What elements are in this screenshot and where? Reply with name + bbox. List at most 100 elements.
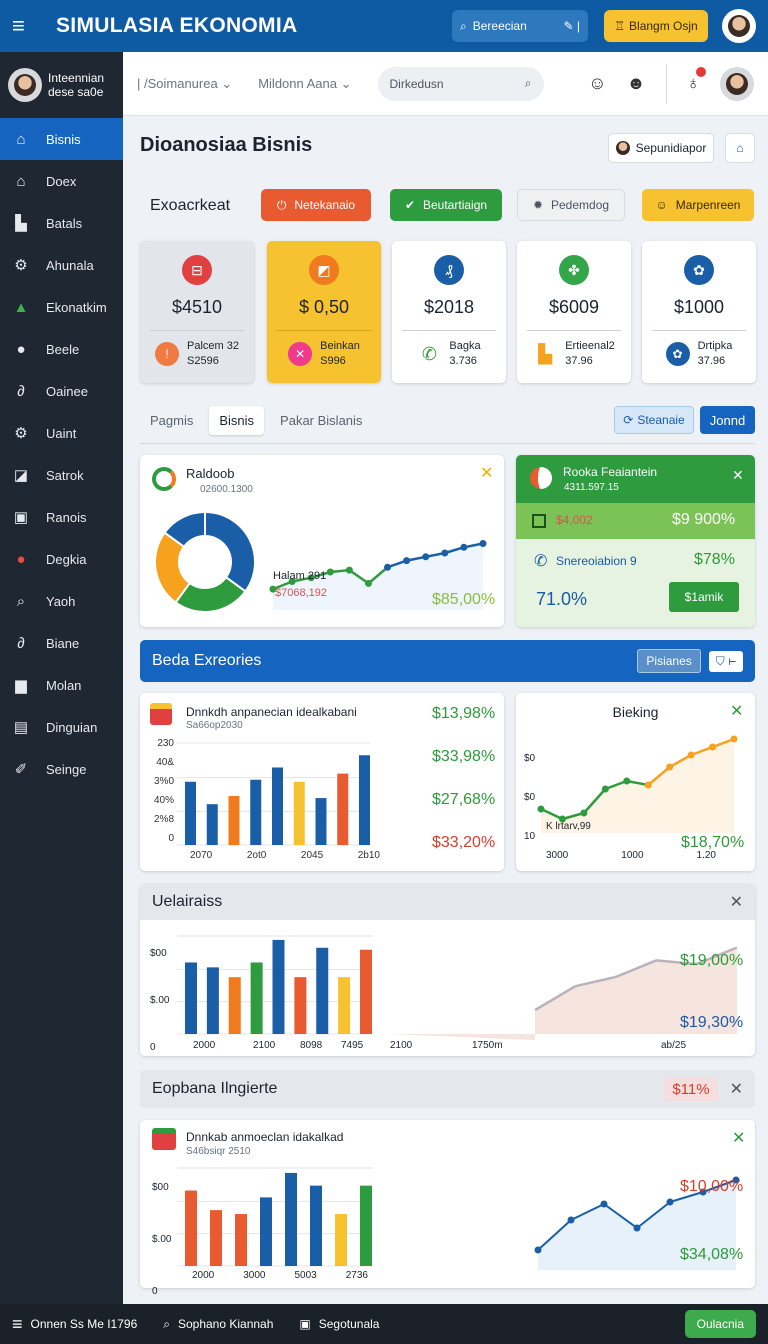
tab-secondary-button[interactable]: Jonnd — [700, 406, 755, 434]
section-bar: Eopbana Ilngierte $11% ✕ — [140, 1070, 755, 1108]
sidebar-item-degkia[interactable]: ● Degkia — [0, 538, 123, 580]
chart-sublabel: $7068,192 — [275, 587, 327, 599]
close-icon[interactable]: ✕ — [730, 703, 744, 720]
sidebar-item-molan[interactable]: ▆ Molan — [0, 664, 123, 706]
header-avatar[interactable] — [722, 9, 756, 43]
sidebar-item-ekonatkim[interactable]: ▲ Ekonatkim — [0, 286, 123, 328]
stat-card[interactable]: ₰ $2018 ✆ Bagka 3.736 — [392, 241, 506, 383]
action-button-1[interactable]: ⏻ Netekanaio — [261, 189, 371, 221]
checkbox[interactable] — [532, 514, 546, 528]
bar — [235, 1214, 247, 1266]
data-point — [580, 809, 588, 817]
breadcrumb[interactable]: | /Soimanurea ⌄ — [137, 75, 233, 91]
close-icon[interactable]: ✕ — [480, 465, 494, 482]
bottom-segment[interactable]: ▣ Segotunala — [299, 1317, 379, 1331]
stat-card[interactable]: ⊟ $4510 ! Palcem 32 S2596 — [140, 241, 254, 383]
search-icon: ⌕ — [163, 1316, 170, 1331]
x-tick: 2070 — [190, 850, 213, 861]
sidebar-item-yaoh[interactable]: ⌕ Yaoh — [0, 580, 123, 622]
close-icon[interactable]: ✕ — [732, 1130, 746, 1147]
sidebar-user[interactable]: Inteennian dese sa0e — [0, 52, 123, 118]
tab-primary-button[interactable]: ⟳ Steanaie — [614, 406, 694, 434]
data-point — [633, 1224, 641, 1232]
x-tick: 3000 — [243, 1270, 266, 1281]
sidebar-item-doex[interactable]: ⌂ Doex — [0, 160, 123, 202]
stat-card[interactable]: ✿ $1000 ✿ Drtipka 37.96 — [642, 241, 756, 383]
data-point — [326, 568, 334, 576]
search-input[interactable]: Dirkedusn ⌕ — [377, 66, 544, 101]
menu-icon[interactable]: ≡ — [12, 13, 25, 38]
line-segment — [367, 566, 389, 585]
header-search[interactable]: ⌕ Bereecian ✎ | — [452, 10, 588, 42]
stat-card[interactable]: ◩ $ 0,50 ✕ Beinkan S996 — [267, 241, 381, 383]
sidebar-item-oainee[interactable]: ∂ Oainee — [0, 370, 123, 412]
tab-pagmis[interactable]: Pagmis — [150, 413, 194, 428]
sidebar-item-ahunala[interactable]: ⚙ Ahunala — [0, 244, 123, 286]
chart-icon: ◪ — [13, 467, 29, 484]
green-panel-button[interactable]: $1amik — [669, 582, 739, 612]
action-label: Beutartiaign — [423, 198, 488, 212]
sidebar-item-beele[interactable]: ● Beele — [0, 328, 123, 370]
bottom-search[interactable]: ⌕ Sophano Kiannah — [163, 1317, 273, 1332]
sidebar-item-batals[interactable]: ▙ Batals — [0, 202, 123, 244]
person-icon — [14, 74, 36, 96]
action-button-2[interactable]: ✔ Beutartiaign — [390, 189, 502, 221]
sidebar-item-ranois[interactable]: ▣ Ranois — [0, 496, 123, 538]
y-tick: 0 — [150, 1042, 156, 1053]
shield-icon[interactable]: ⛉ ⊢ — [708, 650, 743, 672]
x-tick: 2000 — [192, 1270, 215, 1281]
panel-title: Dnnkab anmoeclan idakalkad — [186, 1130, 344, 1144]
data-point — [666, 763, 674, 771]
dropdown-menu[interactable]: Mildonn Aana ⌄ — [258, 75, 352, 91]
user-button[interactable]: Sepunidiapor — [608, 133, 714, 163]
stat-value: $4510 — [171, 297, 223, 317]
bottom-menu[interactable]: ≡ Onnen Ss Me I1796 — [12, 1314, 137, 1335]
stat-card[interactable]: ✤ $6009 ▙ Ertieenal2 37.96 — [517, 241, 631, 383]
group-icon[interactable]: ☻ — [626, 73, 646, 93]
tab-bisnis[interactable]: Bisnis — [209, 406, 265, 435]
avatar[interactable] — [720, 66, 754, 101]
sidebar-item-seinge[interactable]: ✐ Seinge — [0, 748, 123, 790]
x-tick: 2045 — [300, 850, 324, 861]
action-button-3[interactable]: ✹ Pedemdog — [517, 189, 625, 221]
area-fill — [541, 739, 734, 833]
close-icon[interactable]: ✕ — [729, 894, 743, 911]
close-icon[interactable]: ✕ — [729, 1081, 743, 1098]
section-button[interactable]: Pisianes — [637, 649, 701, 673]
donut-slices — [154, 510, 256, 613]
action-button-4[interactable]: ☺ Marpenreen — [642, 189, 754, 221]
close-icon[interactable]: ✕ — [732, 467, 744, 483]
tab-pakar-bislanis[interactable]: Pakar Bislanis — [280, 413, 363, 428]
sidebar-item-uaint[interactable]: ⚙ Uaint — [0, 412, 123, 454]
data-point — [288, 578, 296, 585]
sidebar-item-biane[interactable]: ∂ Biane — [0, 622, 123, 664]
leaf-icon: ✤ — [559, 255, 589, 285]
section-header: Uelairaiss ✕ — [140, 884, 755, 920]
bottom-item-label: Sophano Kiannah — [177, 1317, 274, 1331]
row-percent: $9 900% — [672, 511, 736, 528]
bell-icon[interactable]: ♁ — [687, 67, 706, 94]
donut-slice — [163, 510, 206, 549]
bar — [315, 798, 327, 845]
users-icon[interactable]: ☺ — [588, 73, 607, 93]
line-segment — [712, 737, 735, 749]
y-tick: 230 — [157, 738, 174, 749]
person-icon — [615, 141, 630, 155]
lock-icon[interactable]: ⌂ — [725, 133, 755, 163]
bar — [360, 949, 372, 1034]
line-segment — [570, 1203, 605, 1221]
data-point — [269, 585, 277, 593]
x-tick: 2ot0 — [246, 850, 267, 861]
sidebar-item-bisnis[interactable]: ⌂ Bisnis — [0, 118, 123, 160]
line-chart — [537, 735, 738, 833]
sidebar-item-satrok[interactable]: ◪ Satrok — [0, 454, 123, 496]
badge-icon: ♖ — [614, 19, 626, 33]
phone-icon: ✆ — [421, 343, 437, 364]
y-axis: 230 40& 3%0 40% 2%8 0 — [152, 734, 174, 848]
sidebar-item-dinguian[interactable]: ▤ Dinguian — [0, 706, 123, 748]
header-action-button[interactable]: ♖ Blangm Osjn — [604, 10, 708, 42]
bar-chart — [177, 742, 370, 846]
bottom-action-button[interactable]: Oulacnia — [684, 1310, 756, 1338]
stat-foot-label: Palcem 32 — [187, 340, 239, 352]
line-segment — [537, 1219, 572, 1251]
